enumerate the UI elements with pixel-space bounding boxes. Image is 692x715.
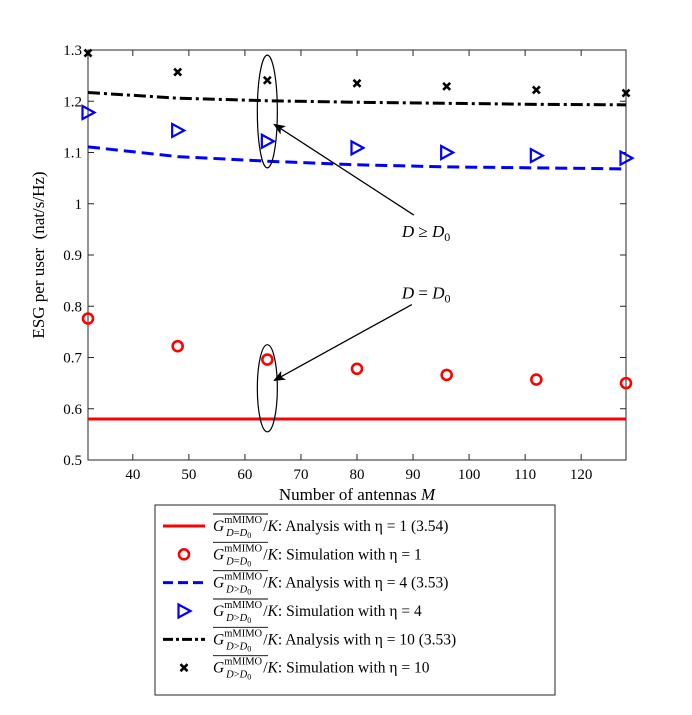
x-tick-label: 120 [570,467,593,483]
series-simulation-with-1-point [440,368,453,382]
x-tick-label: 80 [350,467,365,483]
x-axis-title: Number of antennas M [279,485,436,504]
x-marker-stroke [352,78,362,88]
series-simulation-with-4-point [350,139,366,157]
series-simulation-with-4-point [171,122,187,139]
series-simulation-with-4-point [440,144,456,161]
x-marker-stroke [531,85,541,95]
legend-marker-sample [177,548,191,561]
series-simulation-with-1-point [81,312,95,325]
x-tick-label: 60 [237,467,252,483]
series-simulation-with-4-point [619,149,635,167]
legend-label: GmMIMO D=D0/K: Analysis with η = 1 (3.54) [213,515,448,540]
series-simulation-with-4-point [81,104,97,121]
x-tick-label: 50 [181,467,196,483]
legend-entry-5: GmMIMO D>D0/K: Analysis with η = 10 (3.53… [163,626,456,653]
x-tick-label: 70 [293,467,308,483]
legend-entry-1: GmMIMO D=D0/K: Analysis with η = 1 (3.54) [163,513,448,540]
series-simulation-with-1-point [261,353,274,366]
series-simulation-with-1-point [350,362,364,376]
legend-entry-6: GmMIMO D>D0/K: Simulation with η = 10 [179,655,430,682]
annotation-ellipse [256,344,278,433]
x-marker-stroke [442,81,452,91]
annotation-arrow [273,303,413,382]
series-simulation-with-10-point [262,75,272,85]
y-tick-label: 0.7 [63,351,82,367]
x-tick-label: 40 [125,467,140,483]
annotation-label: D ≥ D0 [401,222,450,244]
series-simulation-with-4-point [529,147,546,164]
series-simulation-with-10-point [83,48,93,58]
y-tick-label: 0.9 [63,248,82,264]
series-simulation-with-1-markers [81,312,633,390]
series-analysis-with-4-3-53-line [87,145,627,171]
legend-entry-4: GmMIMO D>D0/K: Simulation with η = 4 [177,598,422,625]
plot-area [87,49,627,461]
series-simulation-with-10-point [352,78,362,88]
series-simulation-with-10-point [531,85,541,95]
x-tick-label: 90 [406,467,421,483]
series-simulation-with-10-point [442,81,452,91]
series-simulation-with-1-point [530,373,543,386]
legend-box [154,504,556,696]
series-simulation-with-10-point [621,88,631,98]
legend-label: GmMIMO D>D0/K: Analysis with η = 4 (3.53) [213,572,448,597]
legend-label: GmMIMO D>D0/K: Simulation with η = 10 [213,657,430,682]
annotation-ellipse [256,54,278,169]
x-tick-label: 100 [458,467,481,483]
annotation-arrow [273,123,415,216]
y-tick-label: 0.8 [63,299,82,315]
y-tick-label: 1.3 [63,43,82,59]
x-marker-stroke [83,48,93,58]
y-tick-label: 1.1 [63,146,82,162]
y-tick-label: 1 [75,197,83,213]
x-marker-stroke [179,663,189,673]
y-tick-label: 1.2 [63,94,82,110]
x-marker-stroke [262,75,272,85]
legend-label: GmMIMO D=D0/K: Simulation with η = 1 [213,543,422,568]
series-simulation-with-10-point [173,67,183,77]
legend-marker-sample [177,602,193,620]
series-simulation-with-4-markers [81,104,635,167]
series-simulation-with-1-point [619,376,633,390]
y-tick-label: 0.6 [63,402,82,418]
x-marker-stroke [173,67,183,77]
x-tick-label: 110 [514,467,536,483]
series-simulation-with-1-point [171,339,184,353]
series-analysis-with-10-3-53-line [87,91,627,107]
legend-label: GmMIMO D>D0/K: Simulation with η = 4 [213,600,422,625]
legend-label: GmMIMO D>D0/K: Analysis with η = 10 (3.53… [213,628,456,653]
x-marker-stroke [621,88,631,98]
y-axis-title: ESG per user (nat/s/Hz) [29,171,48,338]
series-simulation-with-10-markers [83,48,631,98]
legend-entry-3: GmMIMO D>D0/K: Analysis with η = 4 (3.53) [163,570,448,597]
series-simulation-with-4-point [260,132,277,150]
legend-entry-2: GmMIMO D=D0/K: Simulation with η = 1 [177,541,422,568]
legend-marker-sample [179,663,189,673]
y-tick-label: 0.5 [63,453,82,469]
annotation-label: D = D0 [401,284,451,306]
